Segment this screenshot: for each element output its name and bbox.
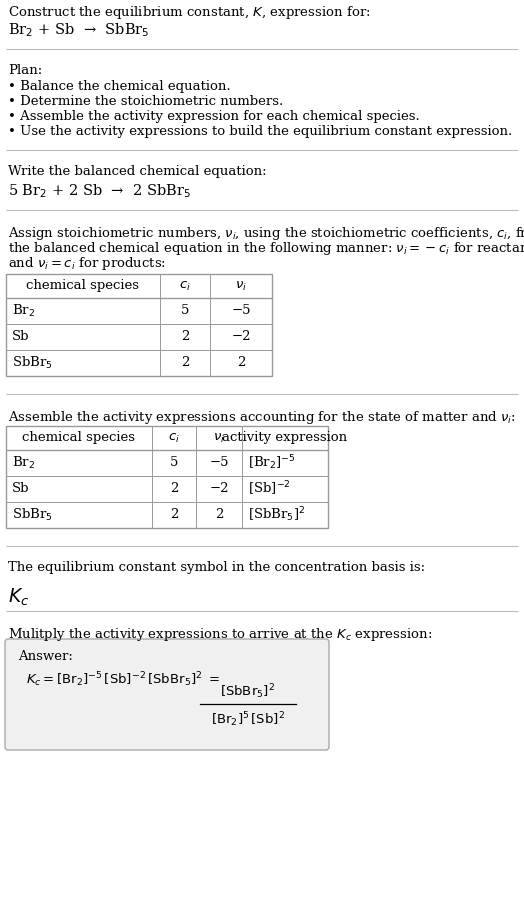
Text: The equilibrium constant symbol in the concentration basis is:: The equilibrium constant symbol in the c… [8,561,425,574]
Text: 2: 2 [170,483,178,495]
Text: [Sb]$^{-2}$: [Sb]$^{-2}$ [248,480,291,498]
Text: chemical species: chemical species [27,280,139,292]
Text: −2: −2 [231,331,251,343]
Text: • Determine the stoichiometric numbers.: • Determine the stoichiometric numbers. [8,95,283,108]
Text: 2: 2 [215,509,223,521]
Text: Sb: Sb [12,483,29,495]
Text: −5: −5 [209,457,229,469]
Text: chemical species: chemical species [23,432,136,444]
Text: Br$_2$: Br$_2$ [12,455,35,471]
Text: activity expression: activity expression [222,432,347,444]
Text: 5 Br$_2$ + 2 Sb  →  2 SbBr$_5$: 5 Br$_2$ + 2 Sb → 2 SbBr$_5$ [8,182,191,200]
Text: Br$_2$: Br$_2$ [12,303,35,319]
Text: Sb: Sb [12,331,29,343]
Text: [Br$_2$]$^{-5}$: [Br$_2$]$^{-5}$ [248,454,296,472]
Text: 2: 2 [170,509,178,521]
Bar [6,274,272,376]
Text: $K_c$: $K_c$ [8,587,29,609]
Text: $\nu_i$: $\nu_i$ [235,280,247,292]
Text: 2: 2 [237,357,245,369]
Text: −2: −2 [209,483,229,495]
Text: 2: 2 [181,331,189,343]
Text: Plan:: Plan: [8,64,42,77]
Text: • Balance the chemical equation.: • Balance the chemical equation. [8,80,231,93]
Text: Br$_2$ + Sb  →  SbBr$_5$: Br$_2$ + Sb → SbBr$_5$ [8,21,149,39]
Text: Write the balanced chemical equation:: Write the balanced chemical equation: [8,165,267,178]
Text: −5: −5 [231,305,251,317]
Bar [6,426,328,528]
Text: 5: 5 [181,305,189,317]
Text: SbBr$_5$: SbBr$_5$ [12,507,53,523]
Text: and $\nu_i = c_i$ for products:: and $\nu_i = c_i$ for products: [8,255,166,272]
Text: $c_i$: $c_i$ [179,280,191,292]
Text: Mulitply the activity expressions to arrive at the $K_c$ expression:: Mulitply the activity expressions to arr… [8,626,432,643]
Text: Assign stoichiometric numbers, $\nu_i$, using the stoichiometric coefficients, $: Assign stoichiometric numbers, $\nu_i$, … [8,225,524,242]
Text: • Assemble the activity expression for each chemical species.: • Assemble the activity expression for e… [8,110,420,123]
Text: $[\mathrm{Br}_2]^5 \, [\mathrm{Sb}]^2$: $[\mathrm{Br}_2]^5 \, [\mathrm{Sb}]^2$ [211,710,285,729]
Text: $[\mathrm{SbBr}_5]^2$: $[\mathrm{SbBr}_5]^2$ [221,682,276,701]
Text: Construct the equilibrium constant, $K$, expression for:: Construct the equilibrium constant, $K$,… [8,4,370,21]
Text: • Use the activity expressions to build the equilibrium constant expression.: • Use the activity expressions to build … [8,125,512,138]
Text: Assemble the activity expressions accounting for the state of matter and $\nu_i$: Assemble the activity expressions accoun… [8,409,516,426]
FancyBboxPatch shape [5,639,329,750]
Text: [SbBr$_5$]$^2$: [SbBr$_5$]$^2$ [248,505,305,524]
Text: $c_i$: $c_i$ [168,432,180,444]
Text: 2: 2 [181,357,189,369]
Text: $\nu_i$: $\nu_i$ [213,432,225,444]
Text: the balanced chemical equation in the following manner: $\nu_i = -c_i$ for react: the balanced chemical equation in the fo… [8,240,524,257]
Text: SbBr$_5$: SbBr$_5$ [12,355,53,371]
Text: $K_c = [\mathrm{Br}_2]^{-5} \, [\mathrm{Sb}]^{-2} \, [\mathrm{SbBr}_5]^2 \; = \;: $K_c = [\mathrm{Br}_2]^{-5} \, [\mathrm{… [26,671,220,690]
Text: 5: 5 [170,457,178,469]
Text: Answer:: Answer: [18,650,73,663]
